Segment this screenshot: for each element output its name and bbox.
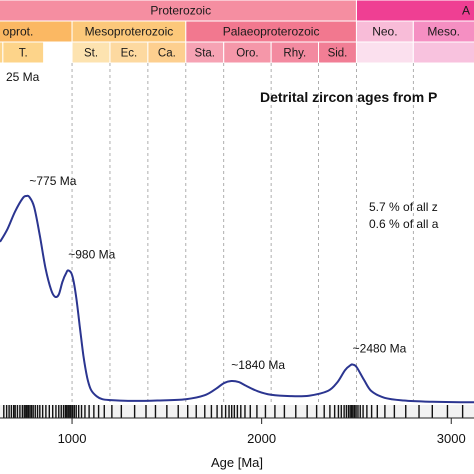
x-tick-label-2: 3000 [437, 431, 466, 446]
age-rug [0, 405, 474, 418]
timescale-periods-label-8: Sid. [328, 48, 348, 60]
side-text-line-1: 5.7 % of all z [369, 200, 438, 214]
partial-annotation: 25 Ma [6, 70, 40, 84]
x-tick-label-0: 1000 [58, 431, 87, 446]
timescale-eons-band-1 [355, 0, 474, 22]
timescale-periods-label-5: Sta. [195, 48, 215, 60]
chart-title: Detrital zircon ages from P [260, 89, 437, 105]
peak-annotation-0: ~775 Ma [29, 174, 76, 188]
boundary-gridlines [71, 63, 414, 404]
timescale-eras-label-4: Meso. [427, 25, 460, 39]
timescale-periods-label-7: Rhy. [283, 48, 306, 60]
density-curve-group [0, 194, 474, 404]
peak-annotations: ~775 Ma ~980 Ma ~1840 Ma ~2480 Ma [29, 174, 406, 372]
timescale-periods-band-1 [2, 41, 45, 64]
timescale-eras-label-2: Palaeoproterozoic [223, 25, 320, 39]
peak-annotation-2: ~1840 Ma [231, 358, 285, 372]
side-text-line-2: 0.6 % of all a [369, 217, 439, 231]
timescale-periods-label-2: St. [84, 48, 98, 60]
timescale-periods-band-9 [355, 41, 414, 64]
timescale-eons-label-0: Proterozoic [150, 4, 211, 18]
timescale-eons-label-1: A [462, 4, 470, 18]
timescale-periods-band-10 [412, 41, 474, 64]
peak-annotation-3: ~2480 Ma [353, 342, 407, 356]
timescale-periods-label-6: Oro. [236, 48, 258, 60]
density-curve [0, 194, 474, 404]
timescale-periods-label-1: T. [19, 48, 28, 60]
x-tick-label-1: 2000 [247, 431, 276, 446]
timescale-eras-label-1: Mesoproterozoic [85, 25, 174, 39]
peak-annotation-1: ~980 Ma [68, 247, 115, 261]
timescale-eras-label-0: oprot. [3, 25, 34, 39]
x-axis-label: Age [Ma] [211, 455, 263, 470]
x-axis: 1000 2000 3000 [0, 417, 474, 446]
timescale-periods-label-4: Ca. [158, 48, 176, 60]
timescale-periods-label-3: Ec. [121, 48, 138, 60]
timescale-eras-label-3: Neo. [372, 25, 397, 39]
